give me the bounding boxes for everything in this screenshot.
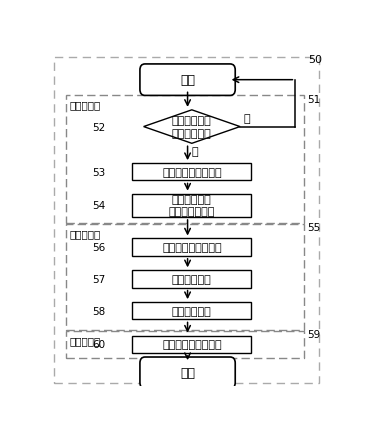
Text: 51: 51 [307, 95, 320, 105]
FancyBboxPatch shape [140, 357, 235, 388]
Text: 59: 59 [307, 329, 320, 339]
Text: 计算目标挡位
发送摘挂挡命令: 计算目标挡位 发送摘挂挡命令 [169, 194, 215, 217]
Text: 处理挡位请求
确定换挡命令: 处理挡位请求 确定换挡命令 [172, 116, 212, 138]
Text: 计算换挡类型: 计算换挡类型 [172, 274, 212, 284]
Text: 是: 是 [192, 146, 198, 156]
Polygon shape [143, 111, 240, 144]
Text: 54: 54 [92, 201, 105, 211]
FancyBboxPatch shape [132, 239, 251, 256]
Text: 摘挂挡命令: 摘挂挡命令 [70, 100, 101, 110]
Text: 50: 50 [308, 54, 322, 64]
Text: 否: 否 [244, 114, 250, 124]
FancyBboxPatch shape [132, 271, 251, 288]
FancyBboxPatch shape [140, 65, 235, 96]
Text: 58: 58 [92, 306, 105, 316]
Text: 52: 52 [92, 122, 105, 132]
Text: 开始: 开始 [180, 74, 195, 87]
FancyBboxPatch shape [132, 336, 251, 353]
Text: 发动机请求: 发动机请求 [70, 335, 101, 345]
Text: 60: 60 [92, 339, 105, 349]
Text: 55: 55 [307, 223, 320, 233]
Text: 计算发动机控制请求: 计算发动机控制请求 [162, 339, 222, 349]
Text: 结束: 结束 [180, 366, 195, 379]
Text: 离合器命令: 离合器命令 [70, 229, 101, 239]
Text: 57: 57 [92, 274, 105, 284]
FancyBboxPatch shape [132, 194, 251, 217]
Text: 计算换挡时序: 计算换挡时序 [172, 306, 212, 316]
Text: 56: 56 [92, 243, 105, 253]
FancyBboxPatch shape [132, 302, 251, 320]
FancyBboxPatch shape [132, 164, 251, 181]
Text: 53: 53 [92, 168, 105, 178]
FancyBboxPatch shape [54, 58, 320, 384]
Text: 计算发动机驱动状态: 计算发动机驱动状态 [162, 243, 222, 253]
Text: 计算轴上要求的挡位: 计算轴上要求的挡位 [162, 168, 222, 178]
